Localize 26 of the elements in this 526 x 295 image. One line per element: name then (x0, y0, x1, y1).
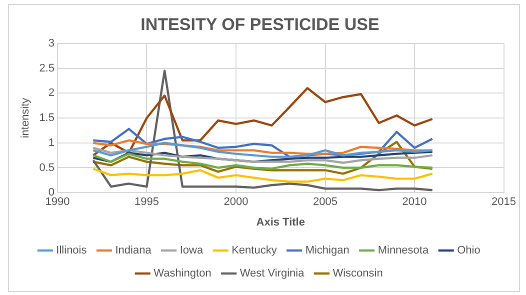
legend-label: Kentucky (232, 244, 278, 257)
x-axis-title: Axis Title (256, 216, 305, 228)
legend-label: Ohio (457, 244, 480, 257)
y-tick-label: 1 (48, 136, 54, 149)
legend-label: Illinois (56, 244, 88, 257)
x-tick-label: 2000 (224, 196, 248, 208)
legend-label: Indiana (115, 244, 152, 257)
legend-label: Wisconsin (332, 268, 383, 280)
y-tick-label: 2.5 (39, 62, 54, 74)
x-tick-label: 1990 (45, 196, 70, 208)
x-tick-label: 2015 (492, 196, 516, 208)
y-tick-label: 1.5 (39, 112, 54, 124)
chart-title: INTESITY OF PESTICIDE USE (140, 14, 380, 34)
x-tick-label: 1995 (134, 196, 159, 208)
legend-label: Michigan (305, 244, 350, 257)
y-tick-label: 2 (48, 87, 54, 100)
y-tick-label: 0 (48, 186, 54, 199)
legend-label: Washington (154, 268, 212, 280)
x-tick-label: 2010 (402, 196, 427, 208)
x-tick-label: 2005 (313, 196, 338, 208)
legend-label: Iowa (180, 244, 204, 257)
legend-label: Minnesota (378, 244, 430, 257)
y-axis-title: intensity (20, 97, 32, 138)
y-tick-label: 3 (48, 37, 54, 50)
legend-label: West Virginia (240, 268, 306, 280)
y-tick-label: 0.5 (39, 162, 54, 174)
